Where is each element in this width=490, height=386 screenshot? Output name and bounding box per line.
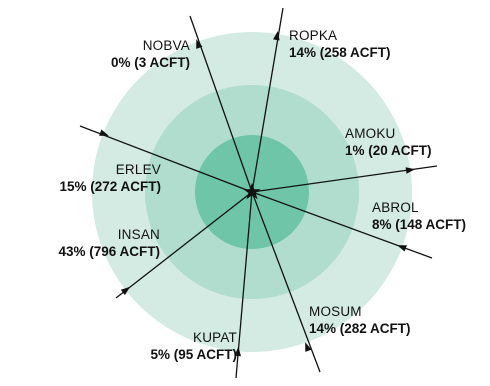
triangle-arrow-icon — [234, 346, 241, 357]
label-nobva: NOBVA 0% (3 ACFT) — [111, 37, 190, 71]
spoke-line-erlev — [79, 125, 253, 193]
triangle-arrow-icon — [99, 129, 109, 136]
star-icon — [243, 183, 261, 200]
label-amoku: AMOKU 1% (20 ACFT) — [345, 125, 432, 159]
triangle-arrow-icon — [120, 286, 131, 296]
triangle-arrow-icon — [196, 39, 203, 49]
label-nobva-value: 0% (3 ACFT) — [110, 55, 190, 70]
label-mosum-value: 14% (282 ACFT) — [309, 321, 411, 336]
label-erlev: ERLEV 15% (272 ACFT) — [59, 161, 161, 195]
label-ropka-value: 14% (258 ACFT) — [289, 45, 391, 60]
label-abrol-name: ABROL — [372, 200, 419, 215]
triangle-arrow-icon — [273, 30, 280, 41]
triangle-arrow-icon — [305, 342, 312, 352]
label-mosum-name: MOSUM — [309, 304, 362, 319]
spoke-line-insan — [115, 191, 253, 299]
label-abrol-value: 8% (148 ACFT) — [372, 217, 467, 232]
label-erlev-value: 15% (272 ACFT) — [59, 179, 161, 194]
label-kupat-name: KUPAT — [192, 330, 237, 345]
label-ropka-name: ROPKA — [289, 28, 338, 43]
triangle-arrow-icon — [397, 245, 407, 252]
label-amoku-value: 1% (20 ACFT) — [345, 143, 432, 158]
label-erlev-name: ERLEV — [115, 162, 161, 177]
label-amoku-name: AMOKU — [345, 126, 396, 141]
label-ropka: ROPKA 14% (258 ACFT) — [289, 27, 391, 61]
label-abrol: ABROL 8% (148 ACFT) — [372, 199, 466, 233]
label-insan-value: 43% (796 ACFT) — [58, 244, 160, 259]
label-insan: INSAN 43% (796 ACFT) — [58, 226, 160, 260]
spoke-line-mosum — [251, 191, 321, 373]
label-kupat-value: 5% (95 ACFT) — [150, 347, 237, 362]
label-kupat: KUPAT 5% (95 ACFT) — [150, 329, 237, 363]
label-mosum: MOSUM 14% (282 ACFT) — [309, 303, 411, 337]
label-insan-name: INSAN — [117, 227, 160, 242]
triangle-arrow-icon — [405, 167, 416, 174]
label-nobva-name: NOBVA — [142, 38, 190, 53]
spoke-line-kupat — [235, 191, 253, 379]
